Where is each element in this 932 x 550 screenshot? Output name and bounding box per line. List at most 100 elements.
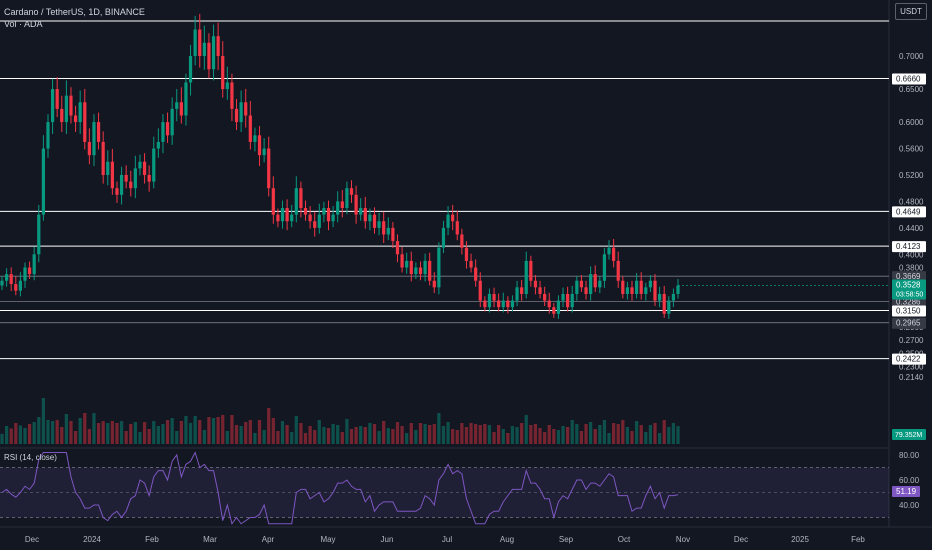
candle-body[interactable] (644, 287, 648, 294)
candle-body[interactable] (667, 300, 671, 314)
candle-body[interactable] (211, 36, 216, 70)
candle-body[interactable] (299, 188, 303, 209)
candle-body[interactable] (294, 188, 298, 215)
candle-body[interactable] (313, 221, 317, 228)
candle-body[interactable] (221, 56, 225, 90)
currency-button[interactable]: USDT (895, 3, 927, 20)
candle-body[interactable] (359, 208, 363, 215)
candle-body[interactable] (483, 300, 487, 308)
candle-body[interactable] (179, 102, 183, 116)
candle-body[interactable] (18, 280, 23, 291)
candle-body[interactable] (225, 82, 229, 90)
candle-body[interactable] (142, 161, 147, 175)
candle-body[interactable] (41, 148, 45, 215)
candle-body[interactable] (653, 280, 657, 301)
candle-body[interactable] (372, 214, 377, 228)
candle-body[interactable] (469, 260, 473, 268)
candle-body[interactable] (138, 161, 142, 169)
candle-body[interactable] (455, 221, 459, 235)
rsi-line[interactable] (1, 451, 679, 525)
candle-body[interactable] (501, 300, 505, 308)
candle-body[interactable] (267, 148, 271, 189)
candle-body[interactable] (290, 214, 294, 222)
candle-body[interactable] (322, 208, 326, 215)
candle-body[interactable] (244, 102, 248, 116)
candle-body[interactable] (87, 141, 91, 156)
candle-body[interactable] (9, 274, 13, 285)
candle-body[interactable] (405, 260, 409, 268)
candle-body[interactable] (414, 267, 418, 275)
candle-body[interactable] (460, 234, 464, 248)
candle-body[interactable] (23, 267, 27, 281)
candle-body[interactable] (579, 280, 584, 288)
candle-body[interactable] (110, 161, 114, 189)
candle-body[interactable] (175, 102, 179, 109)
candle-body[interactable] (239, 102, 243, 123)
candle-body[interactable] (671, 293, 676, 301)
candle-body[interactable] (497, 300, 501, 308)
candle-body[interactable] (386, 227, 390, 235)
candle-body[interactable] (262, 148, 266, 156)
candle-body[interactable] (593, 274, 597, 288)
candle-body[interactable] (234, 108, 239, 123)
candle-body[interactable] (308, 214, 312, 222)
candle-body[interactable] (193, 29, 197, 56)
candle-body[interactable] (451, 214, 455, 222)
candle-body[interactable] (207, 42, 211, 70)
candle-body[interactable] (257, 135, 262, 156)
candle-body[interactable] (115, 188, 119, 195)
candle-body[interactable] (533, 280, 538, 288)
candle-body[interactable] (60, 108, 64, 123)
candle-body[interactable] (326, 208, 331, 222)
candle-body[interactable] (340, 201, 344, 209)
candle-body[interactable] (363, 208, 367, 222)
candle-body[interactable] (96, 122, 101, 142)
candle-body[interactable] (345, 188, 349, 209)
candle-body[interactable] (625, 287, 630, 294)
candle-body[interactable] (354, 194, 358, 215)
candle-body[interactable] (303, 208, 308, 215)
candle-body[interactable] (607, 247, 611, 255)
candle-body[interactable] (630, 287, 634, 294)
candle-body[interactable] (73, 115, 78, 123)
candle-body[interactable] (101, 141, 105, 175)
candle-body[interactable] (602, 254, 607, 281)
candle-body[interactable] (441, 227, 446, 248)
candle-body[interactable] (248, 115, 252, 142)
candle-body[interactable] (253, 135, 257, 142)
candle-body[interactable] (64, 95, 68, 123)
candle-body[interactable] (520, 287, 524, 294)
candle-body[interactable] (575, 280, 579, 294)
candle-body[interactable] (589, 274, 593, 294)
candle-body[interactable] (188, 56, 193, 83)
candle-body[interactable] (92, 122, 96, 156)
candle-body[interactable] (46, 122, 50, 149)
candle-body[interactable] (556, 300, 561, 314)
candle-body[interactable] (543, 293, 547, 301)
candle-body[interactable] (400, 254, 404, 268)
candle-body[interactable] (432, 280, 436, 288)
candle-body[interactable] (648, 280, 653, 288)
candle-body[interactable] (271, 188, 275, 215)
candle-body[interactable] (639, 280, 643, 294)
candle-body[interactable] (584, 287, 588, 294)
candle-body[interactable] (106, 161, 110, 175)
candle-body[interactable] (50, 89, 55, 123)
candle-body[interactable] (368, 214, 372, 222)
candle-body[interactable] (662, 293, 666, 314)
candle-body[interactable] (78, 102, 82, 123)
candle-body[interactable] (510, 300, 515, 308)
candle-body[interactable] (170, 108, 174, 136)
candle-body[interactable] (165, 122, 170, 136)
candle-body[interactable] (524, 260, 528, 294)
candle-body[interactable] (529, 260, 533, 281)
candle-body[interactable] (464, 247, 469, 261)
candle-body[interactable] (124, 174, 128, 182)
candle-body[interactable] (478, 280, 482, 301)
candle-body[interactable] (349, 188, 354, 195)
candle-body[interactable] (280, 208, 285, 222)
candle-body[interactable] (570, 293, 574, 308)
candle-body[interactable] (487, 293, 492, 308)
candle-body[interactable] (492, 293, 496, 301)
